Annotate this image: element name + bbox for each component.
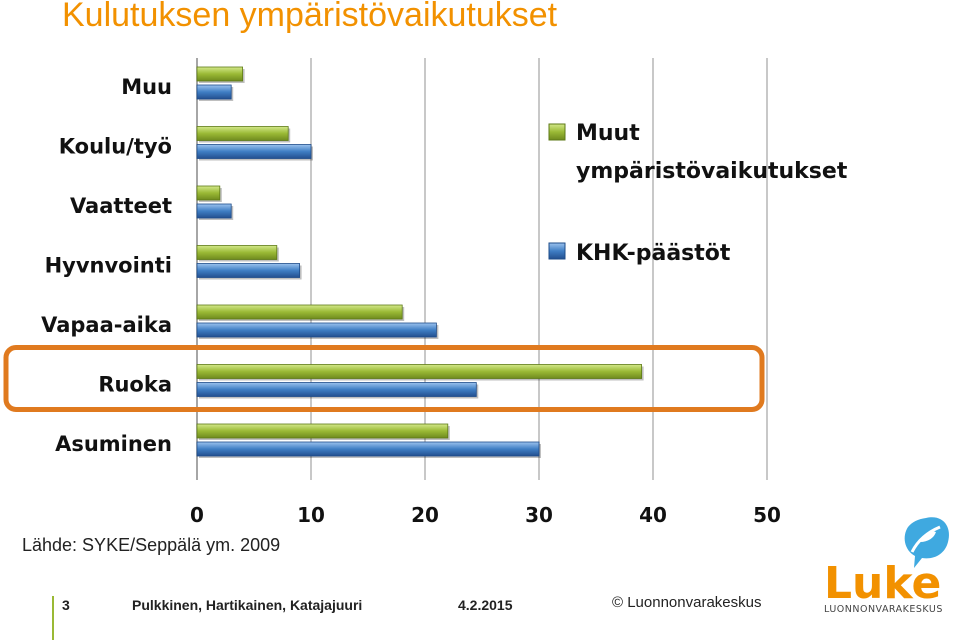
x-tick-label: 50 <box>753 503 781 527</box>
bar <box>196 441 540 457</box>
bar <box>196 304 403 320</box>
leaf-speech-bubble-icon <box>904 517 950 568</box>
logo-subtitle: LUONNONVARAKESKUS <box>824 604 943 615</box>
category-label: Hyvnvointi <box>45 254 172 278</box>
logo-wordmark: Luke <box>824 558 941 609</box>
category-label: Vaatteet <box>70 194 172 218</box>
category-label: Muu <box>121 75 172 99</box>
legend-label: Muut <box>576 121 640 146</box>
category-label: Koulu/työ <box>59 135 172 159</box>
category-labels: Muu Koulu/työ Vaatteet Hyvnvointi Vapaa-aika… <box>41 75 172 456</box>
highlight-box <box>3 345 765 412</box>
bar <box>196 364 643 379</box>
x-tick-label: 30 <box>525 503 553 527</box>
x-tick-label: 0 <box>190 503 204 527</box>
x-tick-labels: 0 10 20 30 40 50 <box>190 503 781 527</box>
page-number: 3 <box>62 597 70 613</box>
category-label: Asuminen <box>55 432 172 456</box>
legend-swatch <box>548 123 566 141</box>
bar <box>196 84 232 100</box>
bar <box>196 185 221 201</box>
footer-date: 4.2.2015 <box>458 597 513 613</box>
luke-logo: Luke LUONNONVARAKESKUS <box>824 517 950 615</box>
bar <box>196 382 477 397</box>
bar <box>196 245 278 260</box>
legend-label: KHK-päästöt <box>576 241 731 266</box>
footer-divider <box>52 596 54 640</box>
legend-label: ympäristövaikutukset <box>576 159 848 184</box>
x-tick-label: 20 <box>411 503 439 527</box>
bar-chart: Muu Koulu/työ Vaatteet Hyvnvointi Vapaa-aika… <box>3 58 848 527</box>
footer-authors: Pulkkinen, Hartikainen, Katajajuuri <box>132 597 363 613</box>
legend-swatch <box>548 242 566 260</box>
slide-title: Kulutuksen ympäristövaikutukset <box>62 0 558 34</box>
bars <box>196 66 644 458</box>
bar <box>196 66 243 82</box>
bar <box>196 144 312 159</box>
category-label: Vapaa-aika <box>41 313 172 337</box>
legend: Muut ympäristövaikutukset KHK-päästöt <box>548 121 848 266</box>
bar <box>196 423 449 439</box>
bar <box>196 126 289 141</box>
source-note: Lähde: SYKE/Seppälä ym. 2009 <box>22 535 281 555</box>
bar <box>196 203 232 219</box>
bar <box>196 263 300 278</box>
x-tick-label: 10 <box>297 503 325 527</box>
footer-copyright: © Luonnonvarakeskus <box>612 594 762 611</box>
x-tick-label: 40 <box>639 503 667 527</box>
category-label: Ruoka <box>98 373 172 397</box>
bar <box>196 322 437 338</box>
